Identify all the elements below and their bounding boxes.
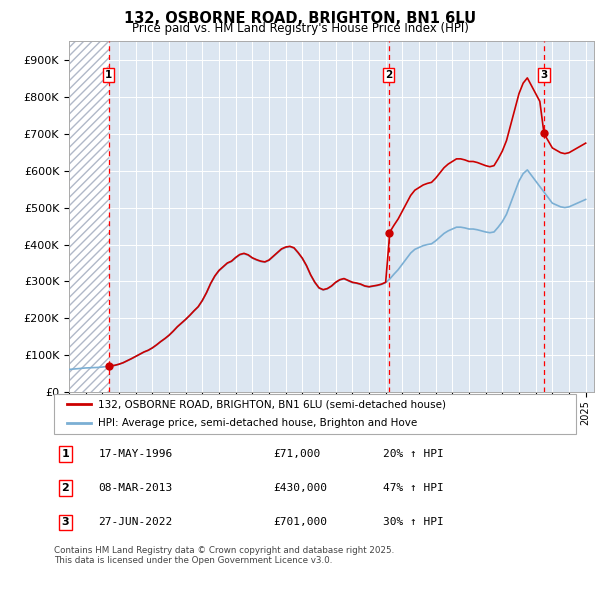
Bar: [69, 41, 109, 392]
FancyBboxPatch shape: [54, 394, 576, 434]
Text: 132, OSBORNE ROAD, BRIGHTON, BN1 6LU (semi-detached house): 132, OSBORNE ROAD, BRIGHTON, BN1 6LU (se…: [98, 399, 446, 409]
Text: 1: 1: [62, 449, 70, 459]
Bar: [69, 41, 109, 392]
Text: 27-JUN-2022: 27-JUN-2022: [98, 517, 173, 527]
Text: 47% ↑ HPI: 47% ↑ HPI: [383, 483, 443, 493]
Text: 17-MAY-1996: 17-MAY-1996: [98, 449, 173, 459]
Text: 2: 2: [385, 70, 392, 80]
Text: 132, OSBORNE ROAD, BRIGHTON, BN1 6LU: 132, OSBORNE ROAD, BRIGHTON, BN1 6LU: [124, 11, 476, 25]
Text: 3: 3: [540, 70, 547, 80]
Text: 20% ↑ HPI: 20% ↑ HPI: [383, 449, 443, 459]
Text: 1: 1: [105, 70, 112, 80]
Text: Contains HM Land Registry data © Crown copyright and database right 2025.
This d: Contains HM Land Registry data © Crown c…: [54, 546, 394, 565]
Text: HPI: Average price, semi-detached house, Brighton and Hove: HPI: Average price, semi-detached house,…: [98, 418, 418, 428]
Text: Price paid vs. HM Land Registry's House Price Index (HPI): Price paid vs. HM Land Registry's House …: [131, 22, 469, 35]
Text: 08-MAR-2013: 08-MAR-2013: [98, 483, 173, 493]
Text: £430,000: £430,000: [273, 483, 327, 493]
Text: £71,000: £71,000: [273, 449, 320, 459]
Text: 2: 2: [62, 483, 70, 493]
Text: £701,000: £701,000: [273, 517, 327, 527]
Text: 30% ↑ HPI: 30% ↑ HPI: [383, 517, 443, 527]
Text: 3: 3: [62, 517, 69, 527]
